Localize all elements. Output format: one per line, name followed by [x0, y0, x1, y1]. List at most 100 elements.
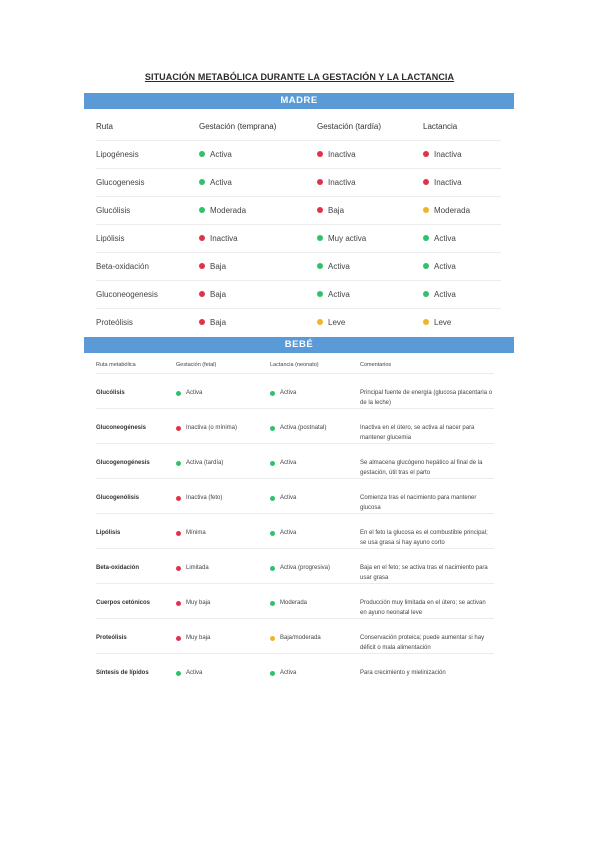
status-cell: Inactiva: [423, 140, 501, 169]
status-indicator: Activa (postnatal): [270, 423, 326, 433]
status-cell: Muy baja: [176, 583, 270, 619]
route-name: Lipólisis: [96, 513, 176, 549]
status-dot-icon: [317, 319, 323, 326]
table-row: Beta-oxidación Baja Activa Activa: [96, 252, 501, 281]
comment-cell: Producción muy limitada en el útero; se …: [360, 583, 494, 619]
status-label: Baja: [210, 317, 227, 327]
route-name: Cuerpos cetónicos: [96, 583, 176, 619]
status-dot-icon: [423, 151, 429, 158]
status-dot-icon: [176, 565, 181, 571]
status-label: Inactiva (o mínima): [186, 425, 238, 431]
status-dot-icon: [423, 263, 429, 270]
status-indicator: Activa: [270, 668, 296, 678]
route-name: Lipogénesis: [96, 140, 199, 169]
status-label: Muy baja: [186, 600, 211, 606]
status-label: Mínima: [186, 530, 206, 536]
table-row: Gluconeogénesis Inactiva (o mínima) Activa…: [96, 408, 494, 444]
status-indicator: Activa: [317, 262, 350, 271]
status-dot-icon: [317, 151, 323, 158]
table-header-row: Ruta Gestación (temprana) Gestación (tar…: [96, 113, 501, 141]
status-dot-icon: [199, 235, 205, 242]
status-cell: Activa: [423, 252, 501, 281]
status-cell: Activa (postnatal): [270, 408, 360, 444]
status-indicator: Activa: [317, 290, 350, 299]
status-dot-icon: [423, 235, 429, 242]
status-indicator: Activa: [270, 388, 296, 398]
status-indicator: Activa: [423, 290, 456, 299]
status-dot-icon: [317, 263, 323, 270]
status-label: Activa: [434, 261, 456, 271]
route-name: Lipólisis: [96, 224, 199, 253]
table-row: Proteólisis Muy baja Baja/moderada Conserva…: [96, 618, 494, 654]
table-madre: Ruta Gestación (temprana) Gestación (tar…: [96, 113, 501, 336]
table-row: Lipólisis Inactiva Muy activa Activa: [96, 224, 501, 253]
route-name: Gluconeogenesis: [96, 280, 199, 309]
table-bebe: Ruta metabólica Gestación (fetal) Lactan…: [96, 356, 494, 689]
status-indicator: Moderada: [423, 206, 470, 215]
section-header-madre: MADRE: [84, 93, 514, 109]
status-cell: Inactiva: [199, 224, 317, 253]
status-indicator: Inactiva: [199, 234, 238, 243]
status-label: Activa: [210, 149, 232, 159]
status-cell: Activa: [270, 443, 360, 479]
route-name: Proteólisis: [96, 308, 199, 336]
column-header: Gestación (temprana): [199, 122, 277, 131]
route-name: Glucólisis: [96, 373, 176, 409]
status-label: Leve: [328, 317, 346, 327]
status-cell: Activa: [270, 478, 360, 514]
status-cell: Limitada: [176, 548, 270, 584]
route-name: Glucólisis: [96, 196, 199, 225]
status-cell: Leve: [423, 308, 501, 336]
status-cell: Muy baja: [176, 618, 270, 654]
status-indicator: Activa: [270, 458, 296, 468]
status-cell: Moderada: [423, 196, 501, 225]
status-cell: Activa: [317, 252, 423, 281]
status-indicator: Activa: [176, 668, 202, 678]
column-header: Gestación (tardía): [317, 122, 382, 131]
status-dot-icon: [176, 670, 181, 676]
status-dot-icon: [176, 600, 181, 606]
status-cell: Activa: [270, 373, 360, 409]
status-dot-icon: [199, 179, 205, 186]
status-indicator: Baja: [317, 206, 344, 215]
status-cell: Mínima: [176, 513, 270, 549]
status-cell: Activa: [423, 280, 501, 309]
status-label: Baja/moderada: [280, 635, 321, 641]
comment-cell: Principal fuente de energía (glucosa pla…: [360, 373, 494, 409]
comment-cell: En el feto la glucosa es el combustible …: [360, 513, 494, 549]
status-indicator: Moderada: [270, 598, 307, 608]
status-cell: Activa (tardía): [176, 443, 270, 479]
status-dot-icon: [199, 207, 205, 214]
status-label: Leve: [434, 317, 452, 327]
status-dot-icon: [423, 291, 429, 298]
status-cell: Activa: [176, 373, 270, 409]
column-header: Ruta metabólica: [96, 361, 136, 368]
table-row: Glucólisis Moderada Baja Moderada: [96, 196, 501, 225]
status-indicator: Activa: [176, 388, 202, 398]
status-indicator: Inactiva: [317, 178, 356, 187]
status-cell: Inactiva: [317, 140, 423, 169]
status-label: Activa: [328, 289, 350, 299]
status-dot-icon: [423, 207, 429, 214]
status-dot-icon: [270, 670, 275, 676]
status-indicator: Baja/moderada: [270, 633, 321, 643]
route-name: Beta-oxidación: [96, 252, 199, 281]
status-label: Moderada: [434, 205, 471, 215]
status-label: Activa: [280, 495, 297, 501]
status-indicator: Activa (tardía): [176, 458, 223, 468]
route-name: Glucogenogénesis: [96, 443, 176, 479]
status-indicator: Activa (progresiva): [270, 563, 330, 573]
status-indicator: Activa: [199, 178, 232, 187]
table-row: Síntesis de lípidos Activa Activa Para crec…: [96, 653, 494, 689]
status-indicator: Muy activa: [317, 234, 366, 243]
status-indicator: Inactiva (o mínima): [176, 423, 237, 433]
comment-cell: Comienza tras el nacimiento para mantene…: [360, 478, 494, 514]
status-indicator: Muy baja: [176, 633, 210, 643]
status-dot-icon: [317, 291, 323, 298]
status-label: Baja: [210, 261, 227, 271]
status-cell: Baja: [199, 252, 317, 281]
status-label: Moderada: [210, 205, 247, 215]
table-row: Lipólisis Mínima Activa En el feto la gluco…: [96, 513, 494, 549]
status-label: Inactiva: [434, 149, 462, 159]
status-cell: Baja: [199, 280, 317, 309]
